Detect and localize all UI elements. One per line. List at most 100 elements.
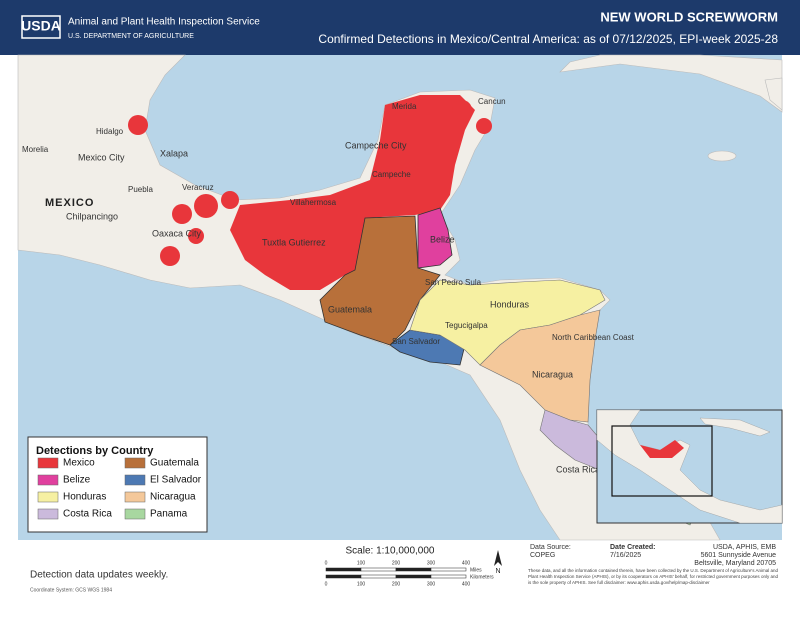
agency: Animal and Plant Health Inspection Servi…: [68, 17, 260, 28]
country-label: Nicaragua: [532, 369, 573, 379]
city-label: Cancun: [478, 97, 506, 106]
city-label: Villahermosa: [290, 198, 337, 207]
city-label: Chilpancingo: [66, 211, 118, 221]
detection-cluster: [476, 118, 492, 134]
country-label: Guatemala: [328, 304, 372, 314]
scale-tick-label: 200: [392, 560, 401, 566]
city-label: Morelia: [22, 145, 49, 154]
belize: [417, 207, 453, 269]
map-labels: MEXICO Mexico City Hidalgo Morelia Puebl…: [22, 97, 635, 474]
scale-tick-label: 400: [462, 581, 471, 587]
legend-label: Mexico: [63, 458, 95, 469]
scale-tick-label: 300: [427, 560, 436, 566]
scale-segment: [360, 567, 397, 572]
city-label: Puebla: [128, 185, 153, 194]
detection-cluster: [160, 246, 180, 266]
legend-swatch: [124, 491, 146, 503]
date-label: Date Created:: [610, 544, 656, 551]
country-label: Costa Rica: [556, 464, 600, 474]
legend-label: El Salvador: [150, 475, 202, 486]
scale-segment: [395, 567, 432, 572]
legend: Detections by Country Mexico Guatemala Bel…: [27, 436, 208, 533]
mexico-detections: [230, 95, 475, 290]
inset-extent: [611, 425, 713, 497]
street: 5601 Sunnyside Avenue: [701, 552, 776, 559]
inset-cuba: [699, 417, 771, 437]
scale-segment: [325, 567, 362, 572]
disclaimer: These data, and all the information cont…: [528, 568, 778, 585]
update-note: Detection data updates weekly.: [30, 570, 168, 581]
scale-tick-label: 100: [357, 560, 366, 566]
subtitle: Confirmed Detections in Mexico/Central A…: [318, 32, 778, 46]
legend-swatch: [37, 474, 59, 486]
hispaniola: [764, 77, 783, 111]
legend-swatch: [124, 474, 146, 486]
legend-swatch: [37, 508, 59, 520]
city-label: San Pedro Sula: [425, 278, 482, 287]
scale-text: Scale: 1:10,000,000: [346, 546, 435, 557]
legend-label: Guatemala: [150, 458, 199, 469]
scale-segment: [325, 574, 362, 579]
department: U.S. DEPARTMENT OF AGRICULTURE: [68, 33, 194, 40]
legend-swatch: [124, 457, 146, 469]
inset-detections: [640, 440, 684, 458]
legend-label: Panama: [150, 509, 188, 520]
detection-cluster: [221, 191, 239, 209]
legend-swatch: [37, 457, 59, 469]
scale-segment: [430, 567, 467, 572]
date-created: 7/16/2025: [610, 552, 641, 559]
legend-label: Honduras: [63, 492, 106, 503]
city-label: Merida: [392, 102, 417, 111]
scale-tick-label: 200: [392, 581, 401, 587]
scale-segment: [430, 574, 467, 579]
city-label: San Salvador: [392, 337, 440, 346]
north-arrow: [494, 550, 502, 566]
header-bar: [0, 0, 800, 55]
detection-cluster: [194, 194, 218, 218]
inset-map: [596, 409, 783, 524]
office: USDA, APHIS, EMB: [713, 544, 776, 551]
region-label: North Caribbean Coast: [552, 333, 635, 342]
country-label: Belize: [430, 234, 455, 244]
city-label: Tuxtla Gutierrez: [262, 237, 326, 247]
detection-cluster: [172, 204, 192, 224]
detection-cluster: [188, 228, 204, 244]
legend-label: Costa Rica: [63, 509, 112, 520]
data-source-label: Data Source:: [530, 544, 571, 551]
scale-segment: [395, 574, 432, 579]
logo: USDA: [21, 18, 61, 34]
city-label: Tegucigalpa: [445, 321, 488, 330]
city-label: Oaxaca City: [152, 228, 202, 238]
title: NEW WORLD SCREWWORM: [600, 9, 778, 24]
detection-cluster: [452, 100, 472, 120]
scale-tick-label: 0: [325, 560, 328, 566]
city-label: Veracruz: [182, 183, 214, 192]
scale-unit: Kilometers: [470, 574, 494, 580]
state-label: Campeche: [372, 170, 411, 179]
scale-tick-label: 400: [462, 560, 471, 566]
logo-box: [21, 15, 61, 39]
city: Beltsville, Maryland 20705: [694, 560, 776, 567]
state-label: Hidalgo: [96, 127, 124, 136]
city-label: Mexico City: [78, 152, 125, 162]
jamaica: [707, 150, 737, 162]
scale-tick-label: 100: [357, 581, 366, 587]
legend-swatch: [124, 508, 146, 520]
coordinate-system: Coordinate System: GCS WGS 1984: [30, 587, 112, 593]
scale-tick-label: 300: [427, 581, 436, 587]
legend-label: Belize: [63, 475, 91, 486]
scale-unit: Miles: [470, 567, 482, 573]
country-label: MEXICO: [45, 197, 94, 209]
north-label: N: [495, 568, 500, 575]
country-label: Honduras: [490, 299, 530, 309]
scale-tick-label: 0: [325, 581, 328, 587]
city-label: Xalapa: [160, 148, 188, 158]
legend-title: Detections by Country: [36, 445, 154, 457]
city-label: Campeche City: [345, 140, 407, 150]
legend-swatch: [37, 491, 59, 503]
data-source: COPEG: [530, 552, 555, 559]
disclaimer-box: These data, and all the information cont…: [528, 568, 778, 585]
